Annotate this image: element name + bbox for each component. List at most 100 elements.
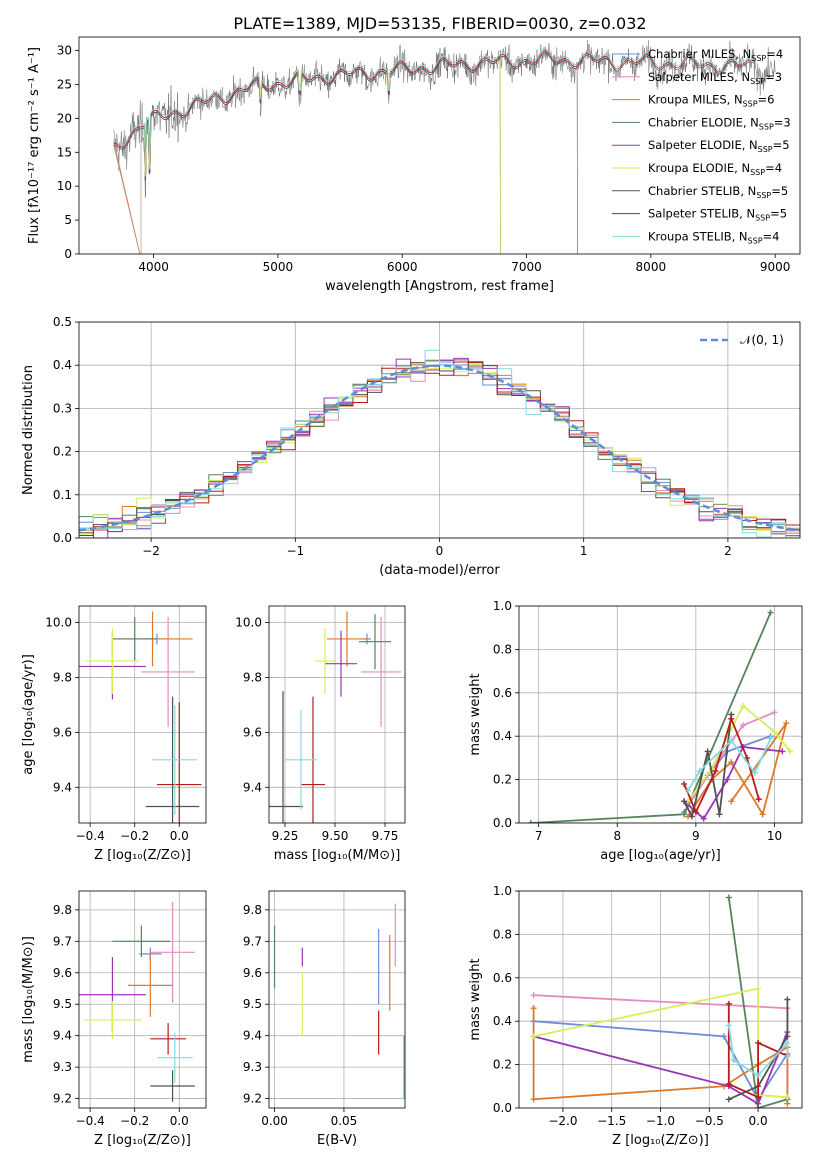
legend-label: Chabrier STELIB, NSSP=5 — [648, 184, 788, 200]
figure-title: PLATE=1389, MJD=53135, FIBERID=0030, z=0… — [233, 14, 646, 33]
series-marker — [724, 776, 731, 783]
residuals-x-axis-label: (data-model)/error — [379, 563, 500, 578]
spectrum-panel: 4000 5000 6000 7000 8000 9000 0 5 10 15 20 25 30 wave… — [27, 36, 801, 294]
spectrum-frame — [78, 36, 801, 255]
series-marker — [730, 1057, 737, 1064]
series-marker — [784, 1094, 791, 1101]
spectrum-x-tick-label: 7000 — [511, 260, 542, 274]
age_vs_Z-frame — [78, 605, 207, 824]
residuals-y-tick-label: 0.4 — [53, 358, 72, 372]
age_vs_Z-x-tick-label: 0.0 — [170, 829, 189, 843]
mass_weight_vs_Z-y-tick-label: 0.6 — [493, 971, 512, 985]
series-marker — [779, 748, 786, 755]
age_vs_mass-x-tick-label: 9.50 — [322, 829, 349, 843]
series-marker — [759, 811, 766, 818]
residuals-y-tick-label: 0.2 — [53, 445, 72, 459]
age_vs_mass-y-tick-label: 9.4 — [243, 780, 262, 794]
mass_vs_EBV-plot-area — [269, 891, 405, 1108]
series-marker — [527, 820, 534, 823]
spectrum-model-line-kroupa-stelib — [113, 48, 751, 177]
residuals-x-tick-label: −2 — [142, 544, 160, 558]
mass_weight_vs_Z-panel: −2.0 −1.5 −1.0 −0.5 0.0 0.0 0.2 0.4 0.6 0.8 1.0 Z [… — [468, 884, 803, 1148]
mass_weight_vs_age-x-axis-label: age [log₁₀(age/yr)] — [600, 848, 721, 863]
residuals-plot-area — [79, 322, 800, 538]
spectrum-y-tick-label: 20 — [57, 111, 72, 125]
spectrum-y-tick-label: 10 — [57, 179, 72, 193]
mass_vs_Z-frame — [78, 890, 207, 1109]
mass_vs_Z-x-axis-label: Z [log₁₀(Z/Z⊙)] — [94, 1133, 191, 1148]
age_vs_mass-y-tick-label: 9.6 — [243, 725, 262, 739]
age_vs_Z-x-tick-label: −0.4 — [76, 829, 105, 843]
series-marker — [725, 894, 732, 901]
mass_vs_EBV-frame — [268, 890, 406, 1109]
mass_vs_Z-x-tick-label: −0.2 — [120, 1114, 149, 1128]
legend-label: Salpeter STELIB, NSSP=5 — [648, 207, 787, 223]
series-marker — [783, 720, 790, 727]
series-marker — [755, 1094, 762, 1101]
mass_vs_Z-x-tick-label: 0.0 — [170, 1114, 189, 1128]
series-marker — [688, 813, 695, 820]
residuals-x-tick-label: 2 — [724, 544, 732, 558]
legend-label: Kroupa MILES, NSSP=6 — [648, 93, 774, 109]
residuals-x-tick-label: −1 — [286, 544, 304, 558]
spectrum-y-tick-label: 0 — [64, 247, 72, 261]
mass_weight_vs_age-y-tick-label: 0.2 — [493, 773, 512, 787]
series-marker — [530, 1005, 537, 1012]
mass_vs_Z-y-tick-label: 9.7 — [53, 934, 72, 948]
spectrum-y-axis-label: Flux [fλ10⁻¹⁷ erg cm⁻² s⁻¹ A⁻¹] — [27, 47, 42, 244]
series-line-chabrier-elodie — [727, 897, 788, 1108]
series-marker — [720, 1033, 727, 1040]
series-marker — [784, 996, 791, 1003]
series-line-salpeter-elodie — [533, 1031, 789, 1106]
age_vs_mass-y-tick-label: 10.0 — [235, 615, 262, 629]
residuals-frame — [78, 321, 801, 539]
mass_vs_EBV-panel: 0.00 0.05 9.2 9.3 9.4 9.5 9.6 9.7 9.8 E(B-V) — [243, 890, 406, 1148]
mass_weight_vs_age-x-tick-label: 8 — [613, 829, 621, 843]
mass_vs_Z-y-tick-label: 9.8 — [53, 903, 72, 917]
mass_vs_Z-y-tick-label: 9.6 — [53, 966, 72, 980]
series-marker — [700, 815, 707, 822]
age_vs_Z-plot-area — [79, 606, 206, 823]
mass_vs_EBV-y-tick-label: 9.4 — [243, 1029, 262, 1043]
age_vs_Z-y-tick-label: 9.4 — [53, 780, 72, 794]
mass_weight_vs_Z-x-tick-label: 0.0 — [749, 1114, 768, 1128]
series-marker — [728, 715, 735, 722]
legend-label: 𝒩(0, 1) — [740, 333, 784, 347]
series-marker — [771, 728, 778, 735]
series-marker — [530, 1033, 537, 1040]
series-marker — [740, 702, 747, 709]
series-marker — [728, 737, 735, 744]
mass_weight_vs_age-plot-area — [519, 606, 802, 823]
series-marker — [725, 1096, 732, 1103]
series-marker — [755, 1100, 762, 1107]
mass_vs_Z-x-tick-label: −0.4 — [76, 1114, 105, 1128]
series-marker — [692, 809, 699, 816]
mass_weight_vs_Z-x-tick-label: −0.5 — [695, 1114, 724, 1128]
age_vs_mass-plot-area — [269, 606, 405, 823]
spectrum-x-axis-label: wavelength [Angstrom, rest frame] — [325, 279, 554, 294]
legend-label: Salpeter ELODIE, NSSP=5 — [648, 138, 790, 154]
series-marker — [784, 1033, 791, 1040]
series-marker — [728, 759, 735, 766]
mass_vs_Z-panel: −0.4 −0.2 0.0 9.2 9.3 9.4 9.5 9.6 9.7 9.8 Z [log₁₀… — [21, 890, 207, 1148]
spectrum-model-line-chabrier-stelib — [113, 52, 751, 181]
series-marker — [696, 767, 703, 774]
mass_vs_EBV-y-tick-label: 9.3 — [243, 1060, 262, 1074]
normal-distribution-curve — [79, 364, 800, 532]
age_vs_Z-y-tick-label: 10.0 — [45, 615, 72, 629]
spectrum-x-tick-label: 9000 — [760, 260, 791, 274]
series-marker — [784, 1052, 791, 1059]
age_vs_mass-frame — [268, 605, 406, 824]
age_vs_Z-x-axis-label: Z [log₁₀(Z/Z⊙)] — [94, 848, 191, 863]
series-marker — [685, 787, 692, 794]
legend-label: Salpeter MILES, NSSP=3 — [648, 70, 782, 86]
mass_vs_EBV-y-tick-label: 9.5 — [243, 997, 262, 1011]
age_vs_mass-y-tick-label: 9.8 — [243, 670, 262, 684]
residuals-y-tick-label: 0.5 — [53, 315, 72, 329]
series-marker — [725, 1081, 732, 1088]
series-marker — [712, 767, 719, 774]
series-marker — [681, 780, 688, 787]
age_vs_Z-y-tick-label: 9.6 — [53, 725, 72, 739]
